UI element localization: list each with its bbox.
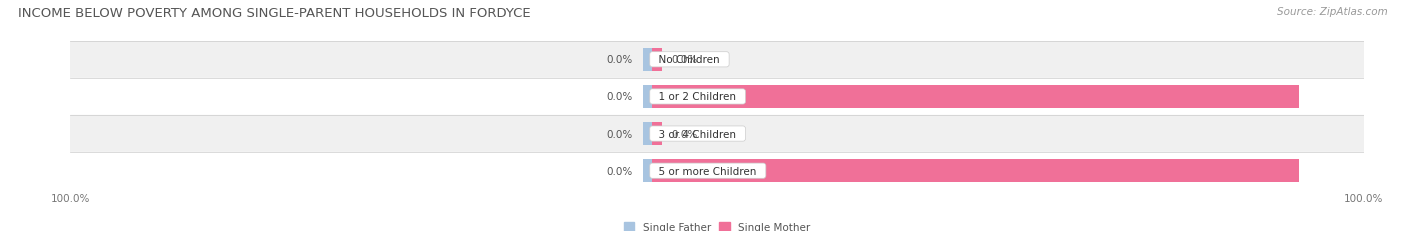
Text: 100.0%: 100.0% bbox=[1313, 92, 1357, 102]
Text: 0.0%: 0.0% bbox=[607, 55, 633, 65]
Bar bbox=[652, 85, 1299, 109]
Text: 0.0%: 0.0% bbox=[607, 92, 633, 102]
Bar bbox=[70, 116, 1364, 152]
Bar bbox=[652, 159, 1299, 182]
Text: 0.0%: 0.0% bbox=[672, 129, 697, 139]
Text: 0.0%: 0.0% bbox=[607, 129, 633, 139]
Bar bbox=[643, 159, 652, 182]
Bar bbox=[70, 79, 1364, 116]
Text: 0.0%: 0.0% bbox=[672, 55, 697, 65]
Bar bbox=[652, 122, 662, 146]
Text: 5 or more Children: 5 or more Children bbox=[652, 166, 763, 176]
Text: Source: ZipAtlas.com: Source: ZipAtlas.com bbox=[1277, 7, 1388, 17]
Text: 1 or 2 Children: 1 or 2 Children bbox=[652, 92, 742, 102]
Text: 100.0%: 100.0% bbox=[1313, 166, 1357, 176]
Bar bbox=[643, 85, 652, 109]
Text: 0.0%: 0.0% bbox=[607, 166, 633, 176]
Text: No Children: No Children bbox=[652, 55, 727, 65]
Text: 3 or 4 Children: 3 or 4 Children bbox=[652, 129, 742, 139]
Bar bbox=[652, 49, 662, 72]
Bar bbox=[643, 49, 652, 72]
Bar bbox=[70, 152, 1364, 189]
Legend: Single Father, Single Mother: Single Father, Single Mother bbox=[620, 218, 814, 231]
Bar bbox=[70, 42, 1364, 79]
Text: INCOME BELOW POVERTY AMONG SINGLE-PARENT HOUSEHOLDS IN FORDYCE: INCOME BELOW POVERTY AMONG SINGLE-PARENT… bbox=[18, 7, 531, 20]
Bar bbox=[643, 122, 652, 146]
